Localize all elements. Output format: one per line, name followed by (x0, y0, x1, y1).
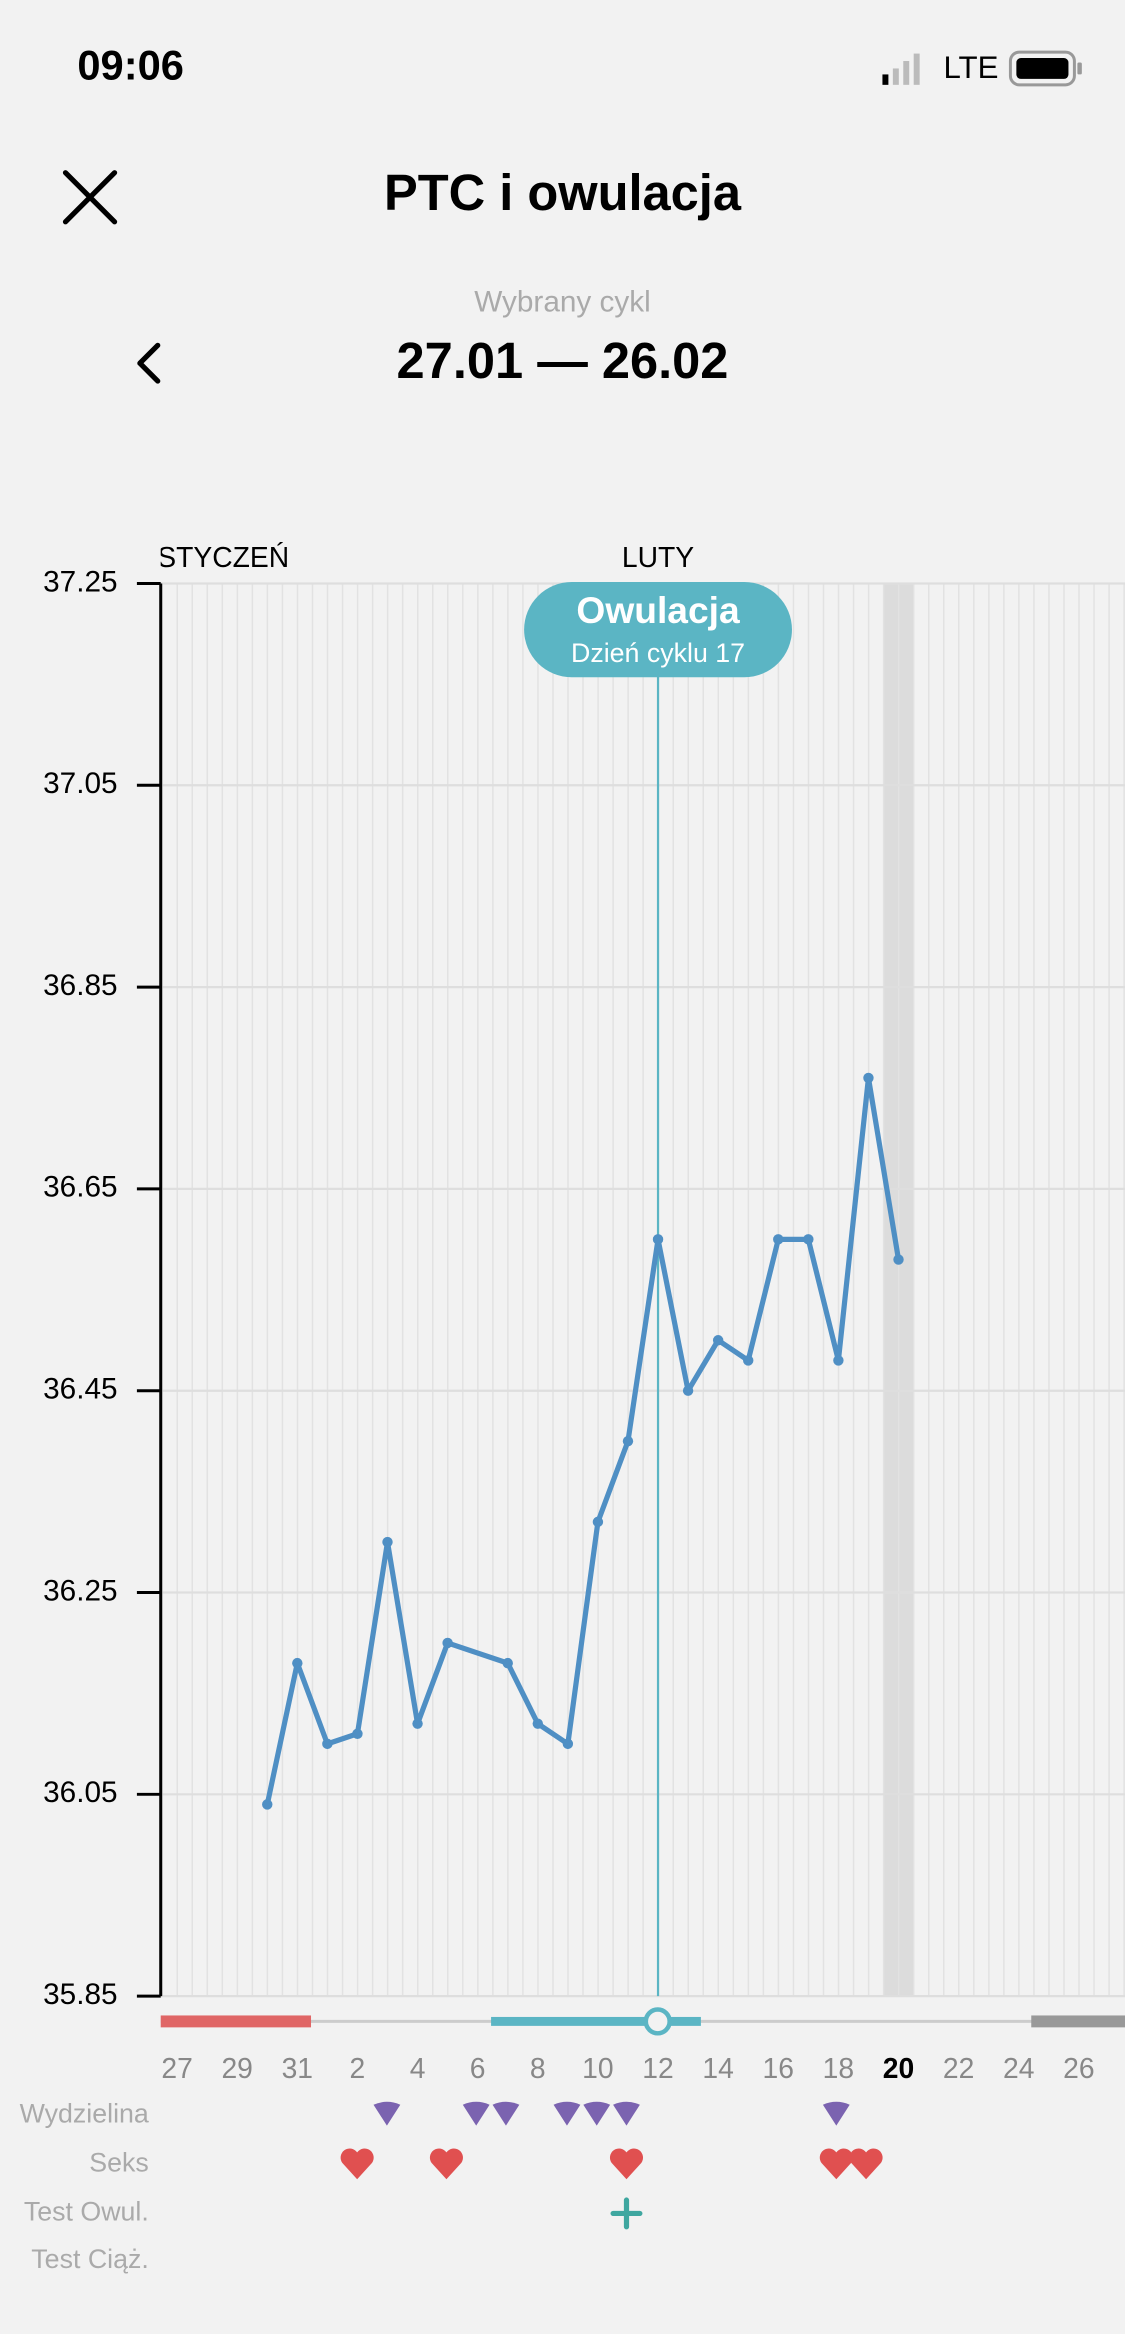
x-tick-label: 8 (530, 2052, 546, 2084)
x-tick-label: 31 (282, 2052, 313, 2084)
temperature-point (382, 1536, 393, 1548)
ovulation-title: Owulacja (576, 589, 740, 631)
plot: 35.85 36.05 36.25 36.45 36.65 36.85 37.05 37.25… (43, 541, 1125, 2084)
status-time: 09:06 (77, 41, 184, 88)
y-tick-label: 37.25 (43, 565, 117, 598)
temperature-point (803, 1234, 814, 1245)
symptom-icons: Wydzielina Seks Test Owul. Test Ciąż. (20, 2098, 883, 2274)
x-tick-label: 26 (1063, 2052, 1094, 2084)
temperature-point (682, 1385, 694, 1396)
temperature-point (502, 1657, 513, 1669)
gap-connector (446, 1640, 509, 1666)
x-tick-label: 29 (221, 2052, 252, 2084)
cycle-caption: Wybrany cykl (474, 286, 651, 319)
page-title: PTC i owulacja (384, 164, 742, 221)
y-tick-label: 36.25 (43, 1574, 117, 1607)
temperature-point (412, 1718, 423, 1729)
temperature-point (863, 1072, 874, 1084)
cycle-bars (160, 2007, 1125, 2036)
x-tick-label: 24 (1003, 2052, 1034, 2084)
heart-icon (609, 2148, 644, 2180)
heart-icon (429, 2148, 463, 2180)
temperature-point (562, 1738, 574, 1750)
temperature-point (292, 1657, 303, 1669)
y-tick-label: 36.45 (43, 1373, 117, 1406)
x-tick-label: 22 (943, 2052, 974, 2084)
discharge-icon (373, 2101, 401, 2126)
close-button[interactable] (62, 170, 118, 225)
x-tick-label: 10 (582, 2052, 613, 2084)
discharge-icon (822, 2101, 850, 2126)
y-tick-label: 37.05 (43, 767, 117, 800)
heart-icon (849, 2148, 883, 2180)
temperature-point (712, 1335, 724, 1346)
heart-icon (819, 2148, 853, 2180)
y-tick-label: 36.65 (43, 1171, 117, 1204)
row-label: Test Owul. (24, 2197, 149, 2227)
cycle-range: 27.01 — 26.02 (397, 332, 729, 389)
discharge-icon (492, 2101, 520, 2126)
temperature-point (442, 1637, 453, 1649)
y-tick-label: 36.05 (43, 1776, 117, 1809)
battery-icon (1008, 50, 1082, 87)
temperature-point (743, 1355, 754, 1366)
x-tick-label: 6 (470, 2052, 486, 2084)
previous-cycle-button[interactable] (137, 342, 161, 384)
x-tick-label: 20 (883, 2052, 914, 2084)
discharge-icon (553, 2101, 581, 2126)
ovulation-test-icon (610, 2197, 643, 2230)
temperature-point (532, 1718, 544, 1729)
heart-icon (340, 2148, 374, 2180)
temperature-point (352, 1728, 363, 1739)
x-tick-label: 27 (161, 2052, 192, 2084)
temperature-point (773, 1234, 784, 1245)
temperature-line (505, 1075, 902, 1747)
temperature-point (622, 1435, 634, 1447)
ovulation-subtitle: Dzień cyklu 17 (571, 638, 745, 668)
discharge-icon (613, 2101, 640, 2126)
temperature-point (262, 1799, 273, 1810)
temperature-point (833, 1355, 844, 1366)
month-label: LUTY (622, 541, 694, 573)
x-tick-label: 16 (763, 2052, 794, 2084)
ovulation-bubble (524, 582, 792, 678)
x-tick-label: 18 (823, 2052, 854, 2084)
temperature-point (652, 1234, 664, 1245)
y-tick-label: 35.85 (43, 1978, 117, 2011)
temperature-point (592, 1516, 604, 1528)
row-label: Test Ciąż. (31, 2244, 148, 2274)
discharge-icon (462, 2101, 490, 2126)
y-tick-label: 36.85 (43, 969, 117, 1002)
x-tick-label: 2 (350, 2052, 366, 2084)
row-label: Wydzielina (20, 2098, 149, 2128)
temperature-point (893, 1254, 904, 1265)
network-label: LTE (943, 50, 998, 85)
x-tick-label: 14 (702, 2052, 733, 2084)
discharge-icon (583, 2101, 611, 2126)
row-label: Seks (89, 2147, 149, 2177)
signal-icon (882, 53, 920, 85)
x-tick-label: 4 (410, 2052, 426, 2084)
x-tick-label: 12 (642, 2052, 673, 2084)
month-label: STYCZEŃ (157, 541, 289, 573)
temperature-point (322, 1738, 333, 1750)
